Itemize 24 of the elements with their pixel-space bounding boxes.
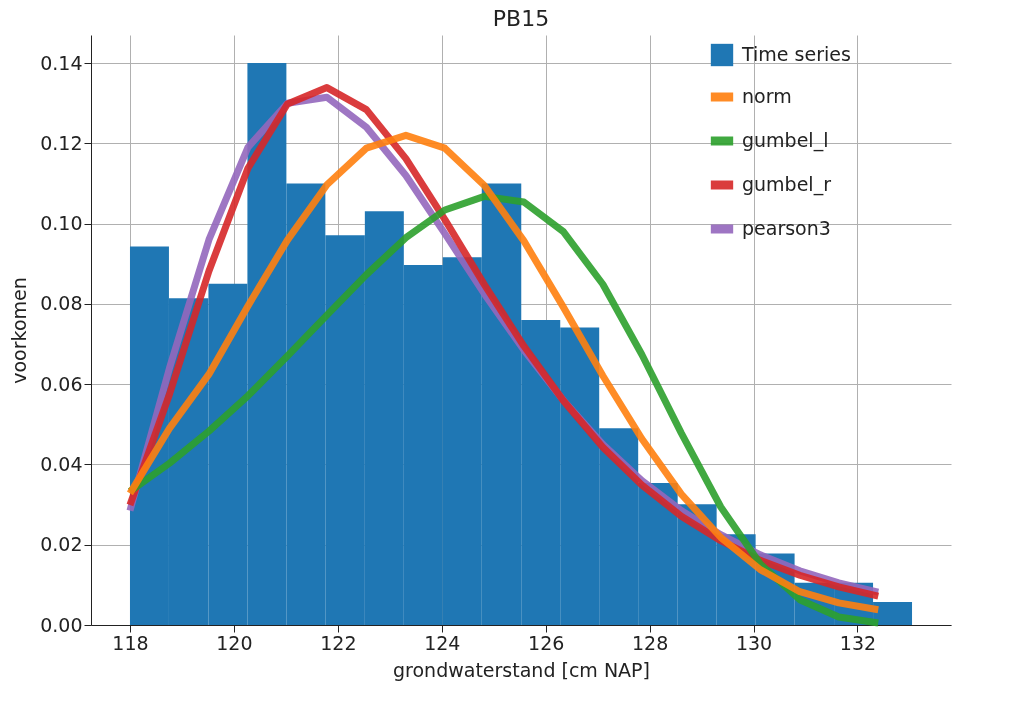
legend-label: Time series [741,43,851,65]
x-tick-label: 122 [320,631,357,654]
x-tick-label: 124 [424,631,461,654]
y-tick-label: 0.06 [40,372,83,395]
y-tick-label: 0.04 [40,452,83,475]
x-tick-label: 120 [216,631,253,654]
legend-label: pearson3 [742,217,831,239]
chart-title: PB15 [492,6,550,31]
x-tick-label: 128 [631,631,669,654]
legend-label: gumbel_l [742,129,829,152]
x-tick-label: 132 [839,631,877,654]
y-tick-label: 0.02 [40,533,83,556]
y-axis-title: voorkomen [8,277,31,384]
y-tick-label: 0.10 [40,212,83,235]
y-tick-label: 0.00 [40,613,83,636]
x-tick-label: 126 [528,631,565,654]
legend-label: norm [742,85,792,107]
x-tick-label: 118 [112,631,149,654]
y-tick-label: 0.12 [40,131,83,154]
x-tick-label: 130 [735,631,773,654]
legend-label: gumbel_r [742,173,832,196]
y-tick-label: 0.14 [40,51,83,74]
y-tick-label: 0.08 [40,292,83,315]
x-axis-title: grondwaterstand [cm NAP] [393,658,650,681]
